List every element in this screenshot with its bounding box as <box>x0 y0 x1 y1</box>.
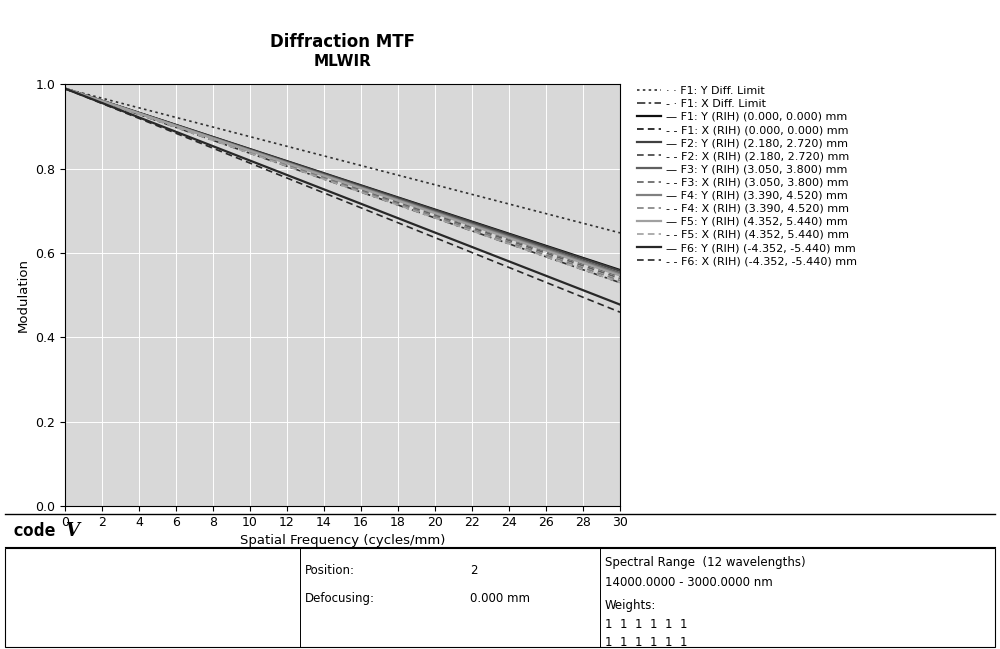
Text: 1  1  1  1  1  1: 1 1 1 1 1 1 <box>605 618 688 631</box>
Text: Spectral Range  (12 wavelengths): Spectral Range (12 wavelengths) <box>605 556 806 569</box>
Legend: · · F1: Y Diff. Limit, - · F1: X Diff. Limit, — F1: Y (RIH) (0.000, 0.000) mm, -: · · F1: Y Diff. Limit, - · F1: X Diff. L… <box>637 86 857 266</box>
Text: Weights:: Weights: <box>605 599 656 612</box>
Text: Defocusing:: Defocusing: <box>305 592 375 605</box>
Text: Diffraction MTF: Diffraction MTF <box>270 33 415 51</box>
Text: 14000.0000 - 3000.0000 nm: 14000.0000 - 3000.0000 nm <box>605 576 773 589</box>
Text: code: code <box>12 522 56 539</box>
Text: 1  1  1  1  1  1: 1 1 1 1 1 1 <box>605 635 688 648</box>
X-axis label: Spatial Frequency (cycles/mm): Spatial Frequency (cycles/mm) <box>240 535 445 548</box>
Text: MLWIR: MLWIR <box>314 54 371 69</box>
Text: Position:: Position: <box>305 564 355 577</box>
Text: V: V <box>65 522 79 539</box>
Y-axis label: Modulation: Modulation <box>17 258 30 332</box>
Text: 0.000 mm: 0.000 mm <box>470 592 530 605</box>
Text: 2: 2 <box>470 564 478 577</box>
